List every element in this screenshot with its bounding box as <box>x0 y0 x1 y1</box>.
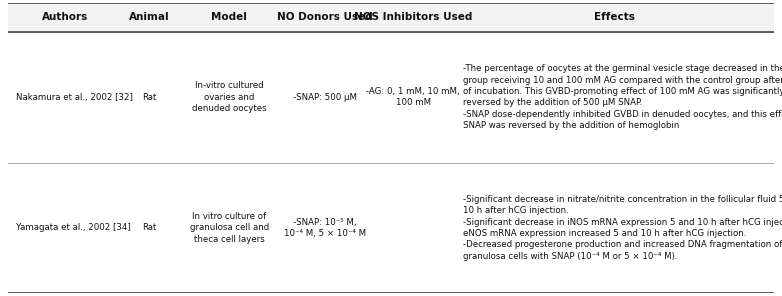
Text: NOS Inhibitors Used: NOS Inhibitors Used <box>354 12 472 22</box>
Text: Effects: Effects <box>594 12 635 22</box>
Text: Yamagata et al., 2002 [34]: Yamagata et al., 2002 [34] <box>16 223 131 232</box>
Text: -SNAP: 10⁻⁵ M,
10⁻⁴ M, 5 × 10⁻⁴ M: -SNAP: 10⁻⁵ M, 10⁻⁴ M, 5 × 10⁻⁴ M <box>284 218 366 238</box>
Text: Authors: Authors <box>42 12 88 22</box>
Text: -The percentage of oocytes at the germinal vesicle stage decreased in the
group : -The percentage of oocytes at the germin… <box>463 64 782 130</box>
Text: In-vitro cultured
ovaries and
denuded oocytes: In-vitro cultured ovaries and denuded oo… <box>192 81 267 113</box>
Text: -Significant decrease in nitrate/nitrite concentration in the follicular fluid 5: -Significant decrease in nitrate/nitrite… <box>463 195 782 261</box>
Text: -SNAP: 500 μM: -SNAP: 500 μM <box>293 93 357 102</box>
Text: In vitro culture of
granulosa cell and
theca cell layers: In vitro culture of granulosa cell and t… <box>190 212 269 244</box>
Text: Model: Model <box>211 12 247 22</box>
Text: Rat: Rat <box>142 223 156 232</box>
Text: Animal: Animal <box>128 12 169 22</box>
Text: -AG: 0, 1 mM, 10 mM,
100 mM: -AG: 0, 1 mM, 10 mM, 100 mM <box>367 87 460 107</box>
Text: Rat: Rat <box>142 93 156 102</box>
Text: Nakamura et al., 2002 [32]: Nakamura et al., 2002 [32] <box>16 93 133 102</box>
Text: NO Donors Used: NO Donors Used <box>277 12 373 22</box>
Bar <box>8 3 774 32</box>
